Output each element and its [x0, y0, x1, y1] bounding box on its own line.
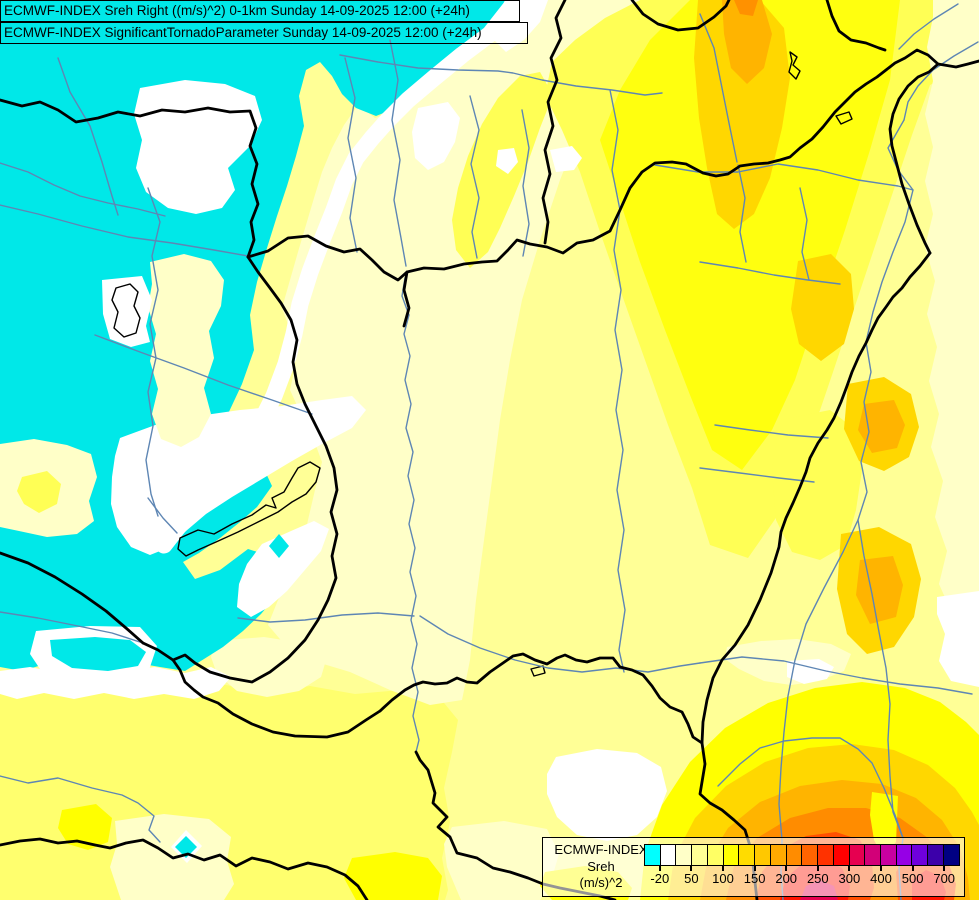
border-ukraine-east-exit	[936, 59, 979, 69]
colorbar-tick-label: -20	[650, 871, 670, 886]
colorbar-cell	[738, 844, 756, 866]
river-lines	[0, 3, 979, 900]
colorbar-tick-mark	[722, 866, 724, 871]
colorbar-cell	[864, 844, 882, 866]
border-west-hungary	[171, 255, 339, 684]
legend-source-label: ECMWF-INDEX	[554, 842, 648, 857]
border-south-hungary	[378, 652, 704, 745]
colorbar-tick-label: 100	[712, 871, 734, 886]
lake-neusiedl-outline	[111, 283, 141, 338]
border-czech-austria	[0, 98, 260, 259]
small-lake-outline	[835, 111, 853, 125]
colorbar-cell	[754, 844, 772, 866]
colorbar-tick-label: 700	[933, 871, 956, 886]
colorbar-tick-mark	[658, 866, 661, 871]
border-danube-bend-jog	[402, 270, 411, 328]
colorbar-cell	[659, 844, 677, 866]
colorbar-cell	[769, 844, 787, 866]
colorbar-tick-label: 500	[901, 871, 924, 886]
legend-label-block: ECMWF-INDEX Sreh (m/s)^2	[545, 842, 657, 892]
colorbar-cell	[801, 844, 819, 866]
map-title-line1: ECMWF-INDEX Sreh Right ((m/s)^2) 0-1km S…	[0, 0, 520, 22]
colorbar-tick-label: 250	[806, 871, 829, 886]
border-east-hungary-romania	[698, 251, 932, 900]
colorbar-tick-label: 150	[743, 871, 766, 886]
legend-colorbar	[644, 844, 961, 866]
colorbar-tick-mark	[785, 866, 788, 871]
colorbar-tick-mark	[848, 866, 851, 871]
colorbar-tick-mark	[816, 866, 819, 871]
small-lake-outline	[788, 51, 801, 80]
colorbar-cell	[911, 844, 929, 866]
legend-units-label: (m/s)^2	[579, 875, 623, 890]
lake-outlines	[111, 51, 853, 677]
colorbar-cell	[895, 844, 913, 866]
border-slovakia-poland	[630, 0, 731, 32]
lake-balaton-outline	[177, 461, 321, 557]
colorbar-tick-label: 200	[775, 871, 798, 886]
colorbar-cell	[942, 844, 961, 866]
colorbar-cell	[832, 844, 850, 866]
colorbar-cell	[675, 844, 693, 866]
legend-box: ECMWF-INDEX Sreh (m/s)^2 -20 50 100 150 200 2…	[542, 837, 965, 897]
colorbar-cell	[706, 844, 725, 866]
colorbar-cell	[817, 844, 835, 866]
border-slovakia-ukraine	[825, 0, 887, 52]
border-croatia-bosnia	[0, 837, 369, 900]
colorbar-tick-mark	[753, 866, 756, 871]
colorbar-tick-mark	[880, 866, 882, 871]
colorbar-cell	[722, 844, 740, 866]
colorbar-cell	[785, 844, 803, 866]
colorbar-cell	[927, 844, 945, 866]
colorbar-tick-mark	[911, 866, 914, 871]
border-czech-slovakia	[541, 0, 567, 245]
legend-ticks: -20 50 100 150 200 250 300 400 500 700	[644, 866, 960, 892]
map-title-line2: ECMWF-INDEX SignificantTornadoParameter …	[0, 22, 528, 44]
legend-parameter-label: Sreh	[587, 858, 615, 874]
border-north-hungary	[246, 48, 940, 282]
colorbar-cell	[880, 844, 898, 866]
colorbar-cell	[644, 844, 662, 866]
colorbar-tick-label: 400	[870, 871, 892, 886]
colorbar-tick-mark	[690, 866, 693, 871]
colorbar-tick-label: 50	[684, 871, 699, 886]
colorbar-tick-mark	[943, 866, 946, 871]
small-lake-outline	[530, 665, 546, 677]
border-slovenia-croatia	[0, 551, 145, 645]
colorbar-cell	[848, 844, 866, 866]
colorbar-tick-label: 300	[838, 871, 861, 886]
colorbar-cell	[691, 844, 709, 866]
border-drava	[141, 641, 382, 739]
